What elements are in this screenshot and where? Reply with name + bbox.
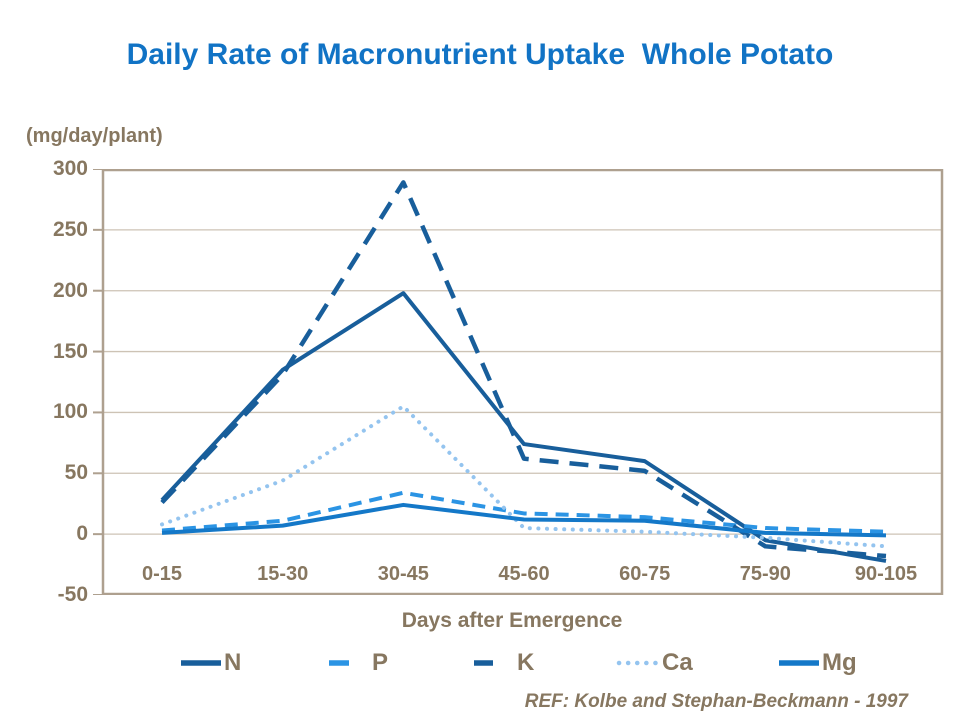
- legend-item-Mg: Mg: [776, 644, 857, 682]
- x-tick-label: 90-105: [854, 563, 918, 585]
- line-chart: [93, 169, 944, 595]
- chart-legend: N P K Ca Mg: [0, 644, 960, 682]
- x-tick-label: 30-45: [377, 563, 429, 585]
- series-line-Ca: [160, 404, 888, 549]
- y-tick-label: 100: [52, 400, 88, 424]
- y-axis-unit-label: (mg/day/plant): [26, 125, 163, 147]
- x-axis-title: Days after Emergence: [401, 609, 623, 632]
- legend-label-N: N: [224, 649, 242, 676]
- y-tick-label: 250: [52, 217, 88, 241]
- legend-swatch-P: [329, 660, 349, 666]
- y-tick-label: 200: [52, 278, 88, 302]
- x-tick-label: 60-75: [619, 563, 671, 585]
- legend-label-Ca: Ca: [662, 649, 693, 676]
- legend-item-N: N: [178, 644, 241, 682]
- chart-title: Daily Rate of Macronutrient Uptake Whole…: [126, 38, 834, 71]
- y-tick-label: -50: [57, 583, 88, 606]
- legend-item-K: K: [471, 644, 534, 682]
- legend-item-Ca: Ca: [616, 644, 693, 682]
- y-tick-label: 150: [52, 339, 88, 363]
- x-tick-label: 75-90: [739, 563, 791, 585]
- y-tick-label: 50: [64, 461, 88, 485]
- legend-label-Mg: Mg: [822, 649, 857, 676]
- series-line-Mg: [161, 502, 887, 538]
- reference-note: REF: Kolbe and Stephan-Beckmann - 1997: [524, 691, 908, 712]
- plot-frame: [101, 169, 944, 595]
- y-tick-label: 0: [76, 522, 88, 546]
- legend-swatch-N: [181, 660, 221, 666]
- legend-swatch-Ca: [616, 660, 660, 666]
- legend-swatch-Mg: [779, 660, 819, 666]
- y-tick-label: 300: [52, 157, 88, 180]
- series-line-N: [160, 291, 887, 563]
- series-line-P: [161, 490, 887, 534]
- legend-item-P: P: [326, 644, 388, 682]
- x-tick-label: 0-15: [141, 563, 183, 585]
- series-line-K: [160, 180, 887, 559]
- x-tick-label: 45-60: [498, 563, 550, 585]
- legend-swatch-K: [474, 660, 493, 666]
- x-tick-label: 15-30: [257, 563, 309, 585]
- legend-label-P: P: [372, 649, 389, 676]
- legend-label-K: K: [517, 649, 535, 676]
